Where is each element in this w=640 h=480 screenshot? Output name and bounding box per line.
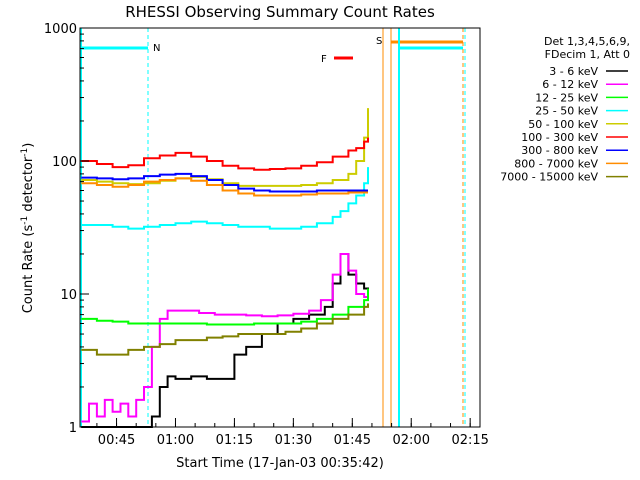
y-axis: 1 10 100 1000 [44,22,89,436]
legend-label-1: 6 - 12 keV [542,78,598,91]
y-axis-label-sup2: -1 [20,148,30,157]
y-tick-label-1: 10 [60,288,77,303]
y-axis-label-end: ) [21,143,36,148]
legend-header-1: Det 1,3,4,5,6,9, [544,35,630,48]
legend-header-2: FDecim 1, Att 0 [545,48,630,61]
y-axis-label-sup1: -1 [20,216,30,225]
series-8-line [81,303,369,356]
x-tick-label-4: 01:45 [334,433,371,448]
legend-label-4: 50 - 100 keV [528,118,598,131]
y-tick-label-2: 100 [52,155,77,170]
plot-frame [79,27,481,428]
f-flag-label: F [321,54,327,65]
y-axis-label-main: Count Rate (s [21,225,36,314]
legend-label-6: 300 - 800 keV [521,144,598,157]
legend-label-7: 800 - 7000 keV [514,157,598,170]
x-tick-label-2: 01:15 [216,433,253,448]
flag-markers: N F S [80,28,466,427]
x-axis-label: Start Time (17-Jan-03 00:35:42) [176,456,384,471]
legend-label-2: 12 - 25 keV [535,91,598,104]
series-1-line [81,253,369,423]
y-axis-label-mid: detector [21,156,36,216]
legend-label-3: 25 - 50 keV [535,105,598,118]
legend: Det 1,3,4,5,6,9, FDecim 1, Att 0 3 - 6 k… [500,35,630,184]
series-7-line [81,177,368,197]
y-tick-label-3: 1000 [44,22,77,37]
x-tick-label-0: 00:45 [98,433,135,448]
x-tick-label-6: 02:15 [451,433,488,448]
chart-title: RHESSI Observing Summary Count Rates [125,3,435,21]
x-axis: 00:45 01:00 01:15 01:30 01:45 02:00 02:15 [96,418,489,448]
legend-label-8: 7000 - 15000 keV [500,171,598,184]
series-3-line [81,167,369,230]
legend-label-5: 100 - 300 keV [521,131,598,144]
y-axis-label: Count Rate (s-1 detector-1) [20,143,36,314]
x-tick-label-3: 01:30 [275,433,312,448]
x-tick-label-1: 01:00 [157,433,194,448]
s-flag-label: S [376,36,382,47]
series-5-line [81,137,369,171]
x-tick-label-5: 02:00 [393,433,430,448]
legend-label-0: 3 - 6 keV [549,65,598,78]
series-group [81,108,369,428]
n-flag-label: N [153,43,160,54]
y-tick-label-0: 1 [69,421,77,436]
